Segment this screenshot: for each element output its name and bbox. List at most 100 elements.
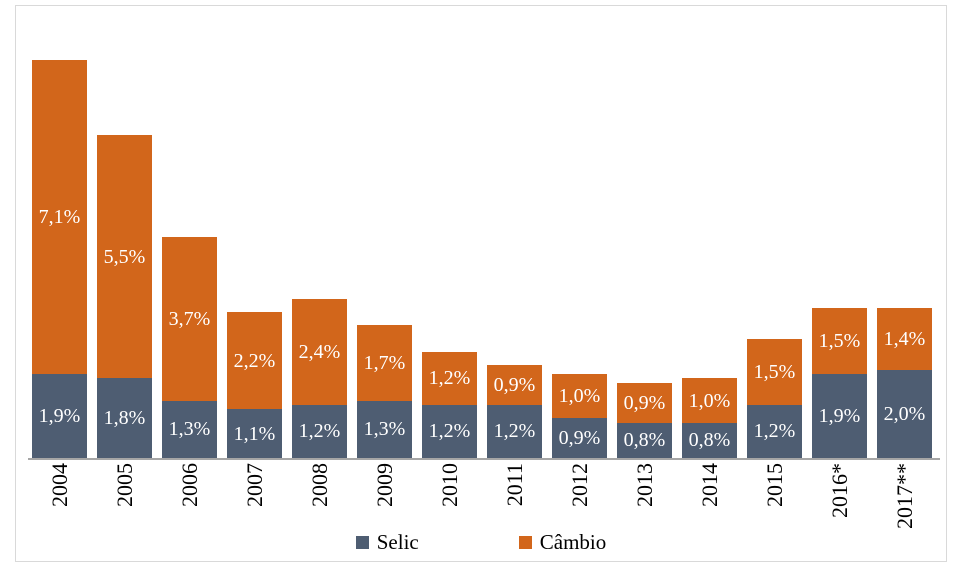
cambio-segment: 7,1%: [32, 60, 87, 375]
x-tick-label: 2006: [176, 463, 202, 507]
cambio-segment: 1,5%: [812, 307, 867, 375]
bar-2008: 2,4% 1,2%: [292, 298, 347, 458]
selic-value-label: 1,3%: [168, 418, 211, 441]
x-tick-label: 2016*: [826, 463, 852, 518]
cambio-segment: 1,2%: [422, 351, 477, 405]
cambio-segment: 2,4%: [292, 298, 347, 405]
x-tick-2016: 2016*: [812, 463, 867, 538]
cambio-segment: 1,5%: [747, 338, 802, 405]
legend-label-cambio: Câmbio: [539, 529, 607, 554]
x-tick-2004: 2004: [32, 463, 87, 538]
x-tick-label: 2014: [696, 463, 722, 507]
x-tick-2008: 2008: [292, 463, 347, 538]
selic-segment: 1,2%: [487, 404, 542, 458]
cambio-segment: 1,0%: [552, 374, 607, 419]
cambio-value-label: 3,7%: [168, 307, 211, 330]
bar-2013: 0,9% 0,8%: [617, 382, 672, 458]
bar-2004: 7,1% 1,9%: [32, 60, 87, 458]
selic-value-label: 1,2%: [298, 420, 341, 443]
x-tick-2014: 2014: [682, 463, 737, 538]
cambio-value-label: 1,0%: [558, 385, 601, 408]
cambio-segment: 0,9%: [487, 365, 542, 405]
x-tick-2013: 2013: [617, 463, 672, 538]
cambio-value-label: 2,2%: [233, 349, 276, 372]
selic-value-label: 0,9%: [558, 427, 601, 450]
x-tick-2009: 2009: [357, 463, 412, 538]
cambio-segment: 5,5%: [97, 135, 152, 379]
bar-2015: 1,5% 1,2%: [747, 338, 802, 458]
cambio-value-label: 2,4%: [298, 340, 341, 363]
selic-segment: 2,0%: [877, 369, 932, 458]
legend-label-selic: Selic: [376, 529, 419, 554]
selic-segment: 1,3%: [162, 400, 217, 458]
x-tick-2010: 2010: [422, 463, 477, 538]
selic-segment: 1,3%: [357, 400, 412, 458]
x-tick-label: 2005: [111, 463, 137, 507]
selic-segment: 1,9%: [812, 374, 867, 458]
x-tick-2012: 2012: [552, 463, 607, 538]
selic-segment: 0,8%: [617, 422, 672, 458]
bar-2006: 3,7% 1,3%: [162, 237, 217, 458]
cambio-segment: 1,7%: [357, 325, 412, 401]
bar-2016: 1,5% 1,9%: [812, 307, 867, 458]
bar-2014: 1,0% 0,8%: [682, 378, 737, 458]
plot-area: 7,1% 1,9% 5,5% 1,8% 3,7% 1,3% 2,2% 1,1% 2,4% 1,2%…: [28, 6, 940, 460]
x-tick-label: 2015: [761, 463, 787, 507]
x-axis-labels: 2004 2005 2006 2007 2008 2009 2010 2011 2012 2013…: [28, 463, 940, 538]
cambio-value-label: 1,5%: [753, 360, 796, 383]
cambio-value-label: 1,2%: [428, 367, 471, 390]
bar-2005: 5,5% 1,8%: [97, 135, 152, 458]
selic-segment: 1,1%: [227, 409, 282, 458]
bar-2011: 0,9% 1,2%: [487, 365, 542, 458]
cambio-segment: 0,9%: [617, 382, 672, 423]
bar-2009: 1,7% 1,3%: [357, 325, 412, 458]
x-tick-label: 2008: [306, 463, 332, 507]
cambio-segment: 2,2%: [227, 312, 282, 410]
selic-value-label: 2,0%: [883, 402, 926, 425]
legend-item-selic: Selic: [355, 529, 419, 554]
cambio-value-label: 1,7%: [363, 351, 406, 374]
bar-2010: 1,2% 1,2%: [422, 351, 477, 458]
x-tick-label: 2013: [631, 463, 657, 507]
selic-value-label: 1,2%: [493, 420, 536, 443]
x-tick-label: 2012: [566, 463, 592, 507]
selic-segment: 1,9%: [32, 374, 87, 458]
x-tick-2007: 2007: [227, 463, 282, 538]
bar-2012: 1,0% 0,9%: [552, 374, 607, 458]
bar-2017: 1,4% 2,0%: [877, 307, 932, 458]
x-tick-label: 2004: [46, 463, 72, 507]
selic-value-label: 0,8%: [623, 429, 666, 452]
cambio-segment: 1,4%: [877, 307, 932, 370]
selic-segment: 0,8%: [682, 422, 737, 458]
selic-segment: 0,9%: [552, 418, 607, 458]
selic-segment: 1,2%: [747, 404, 802, 458]
cambio-segment: 3,7%: [162, 237, 217, 401]
selic-value-label: 1,2%: [753, 420, 796, 443]
cambio-value-label: 0,9%: [493, 374, 536, 397]
cambio-value-label: 1,4%: [883, 327, 926, 350]
cambio-value-label: 1,5%: [818, 329, 861, 352]
cambio-value-label: 7,1%: [38, 206, 81, 229]
x-tick-2017: 2017**: [877, 463, 932, 538]
cambio-swatch-icon: [518, 535, 532, 549]
cambio-value-label: 0,9%: [623, 391, 666, 414]
selic-value-label: 1,9%: [38, 405, 81, 428]
x-tick-2006: 2006: [162, 463, 217, 538]
x-tick-label: 2011: [501, 463, 527, 507]
selic-swatch-icon: [355, 535, 369, 549]
selic-value-label: 1,3%: [363, 418, 406, 441]
x-tick-label: 2007: [241, 463, 267, 507]
x-tick-label: 2017**: [891, 463, 917, 529]
selic-segment: 1,2%: [292, 404, 347, 458]
selic-segment: 1,8%: [97, 378, 152, 458]
selic-value-label: 1,9%: [818, 405, 861, 428]
x-tick-2005: 2005: [97, 463, 152, 538]
cambio-value-label: 1,0%: [688, 389, 731, 412]
x-tick-label: 2009: [371, 463, 397, 507]
selic-value-label: 0,8%: [688, 429, 731, 452]
x-tick-label: 2010: [436, 463, 462, 507]
legend: Selic Câmbio: [16, 531, 946, 553]
selic-value-label: 1,8%: [103, 407, 146, 430]
chart-frame: 7,1% 1,9% 5,5% 1,8% 3,7% 1,3% 2,2% 1,1% 2,4% 1,2%…: [15, 5, 947, 562]
